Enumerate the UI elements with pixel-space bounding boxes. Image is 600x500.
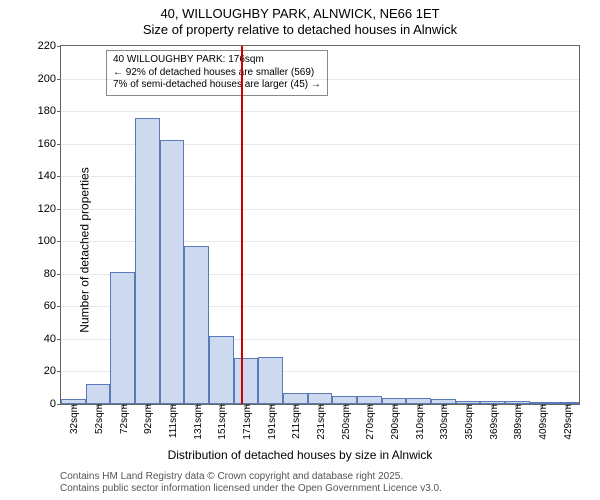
histogram-bar	[283, 393, 308, 404]
chart-container: 40, WILLOUGHBY PARK, ALNWICK, NE66 1ET S…	[0, 0, 600, 500]
x-axis-label: Distribution of detached houses by size …	[0, 448, 600, 462]
xtick-label: 350sqm	[461, 404, 475, 440]
grid-line	[61, 111, 579, 112]
xtick-label: 72sqm	[116, 404, 130, 434]
ytick-label: 140	[38, 170, 61, 182]
histogram-bar	[258, 357, 283, 404]
xtick-label: 369sqm	[486, 404, 500, 440]
xtick-label: 211sqm	[288, 404, 302, 439]
histogram-bar	[110, 272, 135, 404]
xtick-label: 270sqm	[362, 404, 376, 440]
xtick-label: 151sqm	[214, 404, 228, 440]
xtick-label: 290sqm	[387, 404, 401, 440]
grid-line	[61, 79, 579, 80]
histogram-bar	[160, 140, 185, 404]
chart-title-sub: Size of property relative to detached ho…	[0, 22, 600, 37]
ytick-label: 80	[44, 268, 61, 280]
ytick-label: 160	[38, 138, 61, 150]
xtick-label: 171sqm	[239, 404, 253, 440]
histogram-bar	[184, 246, 209, 404]
histogram-bar	[86, 384, 111, 404]
xtick-label: 92sqm	[140, 404, 154, 434]
xtick-label: 429sqm	[560, 404, 574, 440]
ytick-label: 60	[44, 300, 61, 312]
marker-annotation: 40 WILLOUGHBY PARK: 176sqm← 92% of detac…	[106, 50, 328, 96]
marker-line	[241, 46, 243, 404]
xtick-label: 191sqm	[264, 404, 278, 440]
histogram-bar	[234, 358, 259, 404]
xtick-label: 250sqm	[338, 404, 352, 440]
ytick-label: 100	[38, 235, 61, 247]
histogram-bar	[332, 396, 357, 404]
ytick-label: 220	[38, 40, 61, 52]
ytick-label: 200	[38, 73, 61, 85]
histogram-bar	[209, 336, 234, 404]
footer-line-2: Contains public sector information licen…	[60, 483, 442, 494]
xtick-label: 409sqm	[535, 404, 549, 440]
ytick-label: 40	[44, 333, 61, 345]
histogram-bar	[357, 396, 382, 404]
xtick-label: 32sqm	[66, 404, 80, 434]
histogram-bar	[308, 393, 333, 404]
ytick-label: 180	[38, 105, 61, 117]
xtick-label: 310sqm	[412, 404, 426, 440]
plot-area: 40 WILLOUGHBY PARK: 176sqm← 92% of detac…	[60, 45, 580, 405]
ytick-label: 0	[50, 398, 61, 410]
xtick-label: 131sqm	[190, 404, 204, 440]
xtick-label: 231sqm	[313, 404, 327, 440]
chart-title-main: 40, WILLOUGHBY PARK, ALNWICK, NE66 1ET	[0, 6, 600, 21]
histogram-bar	[135, 118, 160, 404]
ytick-label: 120	[38, 203, 61, 215]
xtick-label: 52sqm	[91, 404, 105, 434]
footer-line-1: Contains HM Land Registry data © Crown c…	[60, 471, 403, 482]
xtick-label: 111sqm	[165, 404, 179, 438]
xtick-label: 389sqm	[510, 404, 524, 440]
ytick-label: 20	[44, 365, 61, 377]
xtick-label: 330sqm	[436, 404, 450, 440]
